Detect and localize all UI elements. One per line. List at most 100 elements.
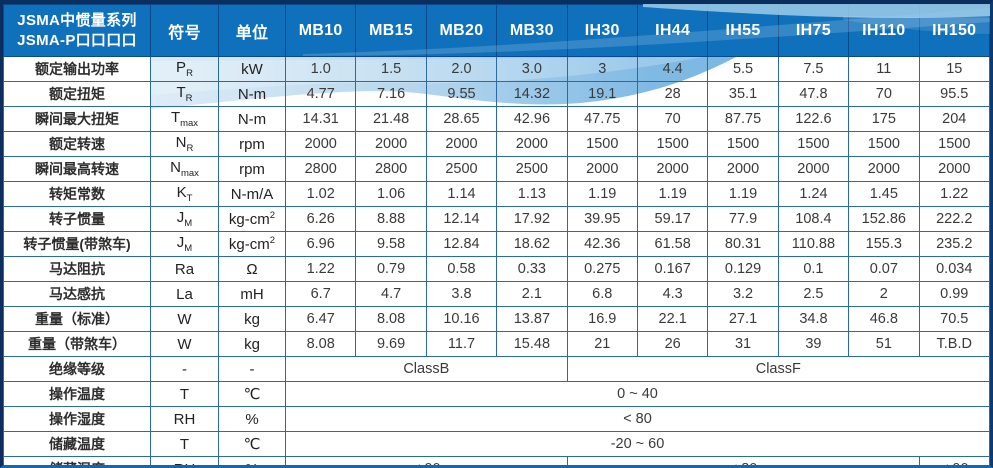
value-cell: 15.48 <box>496 331 568 357</box>
value-cell: 87.75 <box>707 106 779 132</box>
table-row: 马达感抗 La mH 6.7 4.7 3.8 2.1 6.8 4.3 3.2 2.5 2 0.99 <box>3 281 990 307</box>
symbol-text: N <box>175 134 187 151</box>
value-cell: 70 <box>636 106 709 132</box>
unit-superscript: 2 <box>269 210 276 221</box>
table-row: 操作湿度 RH% < 80 <box>3 406 990 432</box>
value-cell: 22.1 <box>636 306 709 332</box>
value-cell: 16.9 <box>566 306 638 332</box>
value-cell: 19.1 <box>566 81 638 107</box>
value-cell: 0.79 <box>355 256 427 282</box>
unit-text: rpm <box>239 160 265 178</box>
value-cell: 0.1 <box>777 256 850 282</box>
value-cell: 77.9 <box>707 206 779 232</box>
header-row: JSMA中惯量系列 JSMA-P口口口口 符号 单位 MB10 MB15 MB20 MB3… <box>3 4 990 57</box>
value-cell: 39.95 <box>566 206 638 232</box>
value-cell: 2800 <box>284 156 357 182</box>
value-cell: 17.92 <box>496 206 568 232</box>
unit-cell: rpm <box>218 131 286 157</box>
unit-text: ℃ <box>243 436 261 453</box>
value-cell: 2000 <box>848 156 920 182</box>
value-cell: 1500 <box>566 131 638 157</box>
table-row: 转子惯量(带煞车) JM kg-cm2 6.96 9.58 12.84 18.62 42.36… <box>3 231 990 257</box>
symbol-cell: PR <box>150 56 219 82</box>
symbol-subscript: R <box>186 143 194 154</box>
value-cell: 3 <box>566 56 638 82</box>
symbol-cell: Tmax <box>150 106 219 132</box>
value-cell: 95.5 <box>918 81 990 107</box>
value-cell: 2500 <box>425 156 498 182</box>
value-cell: 10.16 <box>425 306 498 332</box>
symbol-cell: TR <box>150 81 219 107</box>
symbol-cell: RH <box>150 456 219 466</box>
value-cell: 8.08 <box>355 306 427 332</box>
symbol-subscript: M <box>184 218 193 229</box>
motor-spec-table: JSMA中惯量系列 JSMA-P口口口口 符号 单位 MB10 MB15 MB20 MB3… <box>3 4 990 466</box>
symbol-text: P <box>176 59 187 76</box>
value-cell: 4.3 <box>636 281 709 307</box>
value-cell: 155.3 <box>848 231 920 257</box>
value-cell: 3.8 <box>425 281 498 307</box>
column-header-ih110: IH110 <box>848 4 920 57</box>
value-cell: 12.14 <box>425 206 498 232</box>
unit-text: N-m <box>237 110 267 128</box>
value-cell: 0.07 <box>848 256 920 282</box>
value-cell: 35.1 <box>707 81 779 107</box>
value-cell: 1500 <box>636 131 709 157</box>
value-cell: 2.0 <box>425 56 498 82</box>
symbol-cell: JM <box>150 231 219 257</box>
value-cell: 1500 <box>707 131 779 157</box>
symbol-cell: La <box>150 281 219 307</box>
symbol-text: K <box>176 184 187 201</box>
column-header-ih75: IH75 <box>777 4 850 57</box>
value-cell: 34.8 <box>777 306 850 332</box>
value-cell: 222.2 <box>918 206 990 232</box>
value-cell: 2000 <box>566 156 638 182</box>
value-cell: 2000 <box>425 131 498 157</box>
value-cell: 1.02 <box>284 181 357 207</box>
unit-cell: % <box>218 456 286 466</box>
value-cell: 122.6 <box>777 106 850 132</box>
value-cell: 5.5 <box>707 56 779 82</box>
row-label: 重量（标准） <box>3 306 151 332</box>
value-cell: 9.58 <box>355 231 427 257</box>
value-cell: 2000 <box>777 156 850 182</box>
table-row: 转矩常数 KT N-m/A 1.02 1.06 1.14 1.13 1.19 1.19 1.19 1… <box>3 181 990 207</box>
column-header-符号: 符号 <box>150 4 219 57</box>
symbol-subscript: R <box>186 68 193 79</box>
value-cell: 1500 <box>848 131 920 157</box>
value-cell: 2000 <box>707 156 779 182</box>
merged-value-cell: -20 ~ 60 <box>285 431 990 457</box>
value-cell: 1.19 <box>636 181 709 207</box>
value-cell: 14.31 <box>284 106 357 132</box>
symbol-text: RH <box>174 461 196 466</box>
table-title: JSMA中惯量系列 JSMA-P口口口口 <box>3 4 151 57</box>
unit-text: - <box>249 360 255 378</box>
value-cell: 9.55 <box>425 81 498 107</box>
value-cell: 110.88 <box>777 231 850 257</box>
column-header-mb20: MB20 <box>425 4 498 57</box>
row-label: 操作温度 <box>3 381 151 407</box>
row-label: 储藏湿度 <box>3 456 151 465</box>
table-row: 马达阻抗 Ra Ω 1.22 0.79 0.58 0.33 0.275 0.167 0.129 0.… <box>3 256 990 282</box>
unit-text: kg <box>244 335 260 353</box>
row-label: 绝缘等级 <box>3 356 151 382</box>
unit-text: % <box>245 461 258 466</box>
merged-value-cell: ClassB <box>285 356 568 382</box>
value-cell: 1500 <box>777 131 850 157</box>
column-header-ih44: IH44 <box>636 4 709 57</box>
value-cell: 47.75 <box>566 106 638 132</box>
column-header-单位: 单位 <box>218 4 286 57</box>
value-cell: T.B.D <box>918 331 990 357</box>
row-label: 重量（带煞车） <box>3 331 151 357</box>
symbol-text: T <box>179 435 190 453</box>
value-cell: 2000 <box>355 131 427 157</box>
unit-text: kg-cm <box>228 236 270 253</box>
row-label: 额定输出功率 <box>3 56 151 82</box>
unit-cell: Ω <box>218 256 286 282</box>
unit-cell: - <box>218 356 286 382</box>
unit-cell: kg-cm2 <box>218 231 286 257</box>
value-cell: 6.96 <box>284 231 357 257</box>
symbol-text: Ra <box>174 260 195 278</box>
value-cell: 46.8 <box>848 306 920 332</box>
unit-text: N-m <box>237 85 267 103</box>
